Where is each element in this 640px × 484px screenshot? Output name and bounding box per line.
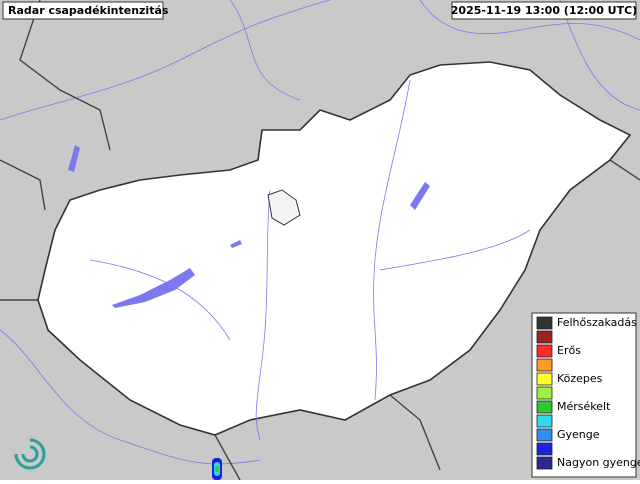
legend-label: Mérsékelt: [557, 400, 611, 413]
legend-swatch: [536, 386, 553, 400]
outer-rivers: [0, 0, 640, 465]
inner-rivers: [89, 79, 531, 441]
legend-label: Nagyon gyenge: [557, 456, 640, 469]
timestamp-box: [451, 1, 637, 20]
legend-swatch: [536, 372, 553, 386]
timestamp: 2025-11-19 13:00 (12:00 UTC): [451, 4, 637, 17]
legend-swatch: [536, 414, 553, 428]
legend-label: Felhőszakadás: [557, 316, 637, 329]
budapest: [267, 189, 301, 226]
map-title: Radar csapadékintenzitás: [8, 4, 169, 17]
radar-echo: [212, 458, 222, 480]
legend-label: Erős: [557, 344, 581, 357]
legend: Felhőszakadás Erős Közepes Mérsékelt Gyenge N…: [536, 316, 640, 470]
legend-swatch: [536, 344, 553, 358]
lakes: [68, 145, 430, 308]
hungary: [37, 61, 632, 436]
legend-swatch: [536, 330, 553, 344]
legend-label: Közepes: [557, 372, 603, 385]
legend-swatch: [536, 400, 553, 414]
title-box: [2, 1, 164, 20]
legend-swatch: [536, 358, 553, 372]
legend-swatch: [536, 442, 553, 456]
legend-swatch: [536, 456, 553, 470]
legend-swatch: [536, 316, 553, 330]
legend-swatch: [536, 428, 553, 442]
logo: [14, 438, 46, 470]
legend-label: Gyenge: [557, 428, 600, 441]
